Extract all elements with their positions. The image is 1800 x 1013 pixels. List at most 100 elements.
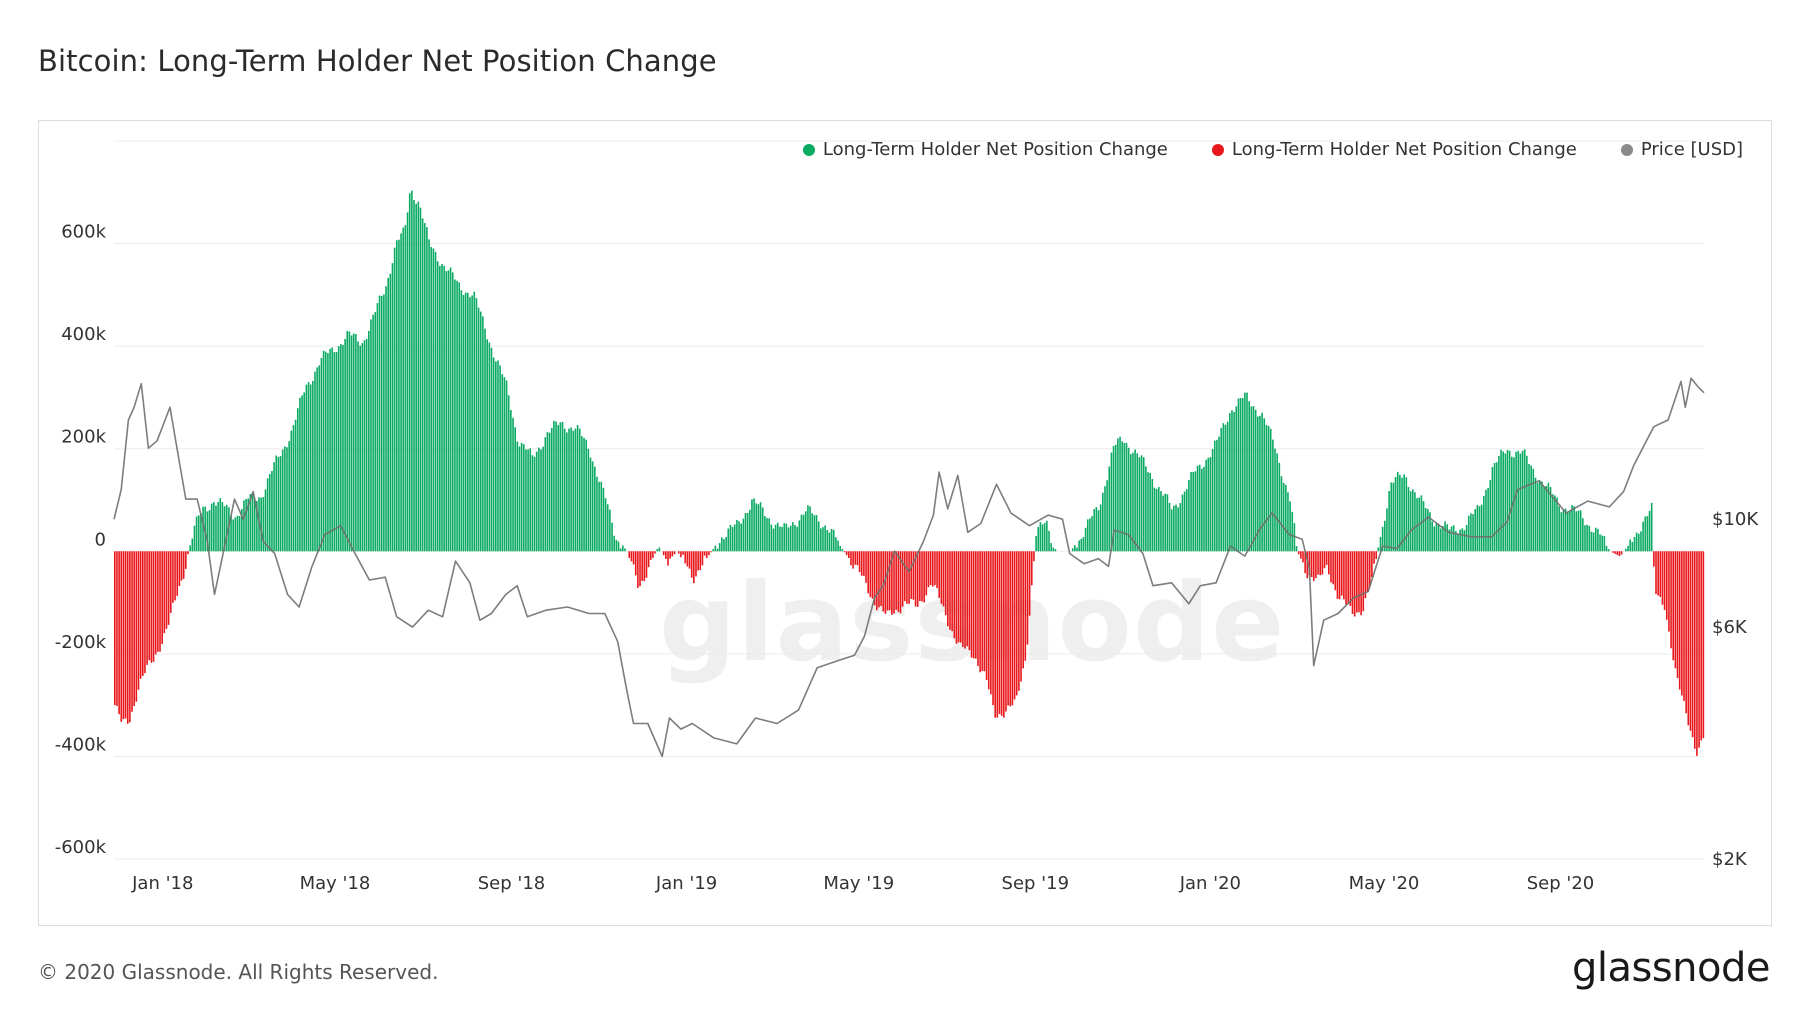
bar-positive [766, 518, 768, 552]
bar-positive [223, 506, 226, 552]
y-tick-label: 600k [61, 222, 106, 243]
bar-positive [460, 290, 463, 552]
bar-positive [398, 239, 400, 552]
bar-positive [1121, 441, 1123, 552]
bar-positive [208, 510, 211, 552]
bar-positive [768, 518, 770, 552]
chart-frame: glassnode 600k400k200k0-200k-400k-600k$1… [38, 120, 1772, 926]
bar-negative [1302, 551, 1304, 563]
bar-positive [1117, 438, 1119, 552]
bar-positive [1648, 510, 1651, 552]
bar-negative [684, 551, 687, 564]
bar-positive [210, 503, 213, 552]
y2-tick-label: $10K [1712, 509, 1759, 530]
legend-label: Long-Term Holder Net Position Change [822, 139, 1168, 160]
bar-negative [187, 551, 189, 555]
bar-positive [288, 441, 290, 552]
bar-negative [938, 551, 941, 598]
bar-positive [820, 528, 822, 552]
bar-positive [544, 437, 547, 552]
bar-positive [759, 502, 762, 552]
bar-negative [1336, 551, 1339, 599]
bar-positive [1198, 464, 1201, 552]
bar-positive [195, 516, 198, 552]
bar-negative [1338, 551, 1341, 600]
bar-positive [1179, 503, 1182, 552]
bar-negative [652, 551, 654, 558]
bar-positive [256, 500, 258, 552]
bar-negative [680, 551, 682, 558]
bar-negative [875, 551, 878, 611]
bar-positive [1194, 471, 1197, 552]
bar-positive [1575, 511, 1578, 552]
bar-positive [314, 371, 316, 552]
bar-positive [357, 341, 359, 552]
bar-positive [721, 537, 723, 552]
bar-positive [1261, 412, 1263, 552]
bar-positive [247, 498, 250, 552]
bar-negative [1002, 551, 1005, 718]
bar-negative [1000, 551, 1003, 716]
bar-positive [1465, 524, 1468, 552]
bar-positive [1394, 477, 1397, 552]
bar-negative [1297, 551, 1300, 555]
bar-positive [830, 528, 833, 552]
bar-negative [1330, 551, 1332, 583]
bar-positive [1530, 465, 1532, 552]
bar-negative [662, 551, 665, 556]
bar-positive [1084, 527, 1087, 552]
bar-positive [781, 526, 783, 552]
bar-positive [423, 223, 426, 552]
bar-negative [899, 551, 902, 614]
legend: Long-Term Holder Net Position Change Lon… [802, 139, 1743, 160]
bar-positive [1132, 452, 1134, 552]
bar-positive [1160, 491, 1162, 552]
bar-series [114, 190, 1705, 756]
bar-positive [548, 432, 551, 552]
bar-positive [559, 422, 562, 552]
bar-negative [1702, 551, 1705, 739]
bar-positive [503, 377, 506, 552]
bar-positive [1534, 477, 1537, 552]
bar-positive [445, 271, 448, 552]
legend-item-green[interactable]: Long-Term Holder Net Position Change [802, 139, 1168, 160]
bar-positive [553, 420, 555, 552]
bar-positive [204, 506, 207, 552]
bar-negative [133, 551, 135, 706]
bar-negative [921, 551, 923, 602]
bar-positive [804, 511, 807, 552]
legend-item-price[interactable]: Price [USD] [1620, 139, 1743, 160]
bar-positive [449, 267, 452, 552]
bar-positive [469, 297, 471, 552]
bar-positive [1519, 453, 1522, 552]
x-tick-label: Jan '20 [1179, 873, 1241, 894]
bar-positive [1099, 504, 1102, 552]
bar-positive [193, 525, 196, 552]
bar-positive [1235, 406, 1238, 552]
bar-negative [1687, 551, 1690, 726]
bar-negative [1332, 551, 1334, 585]
bar-positive [736, 520, 738, 552]
bar-negative [139, 551, 142, 679]
bar-negative [148, 551, 151, 661]
bar-negative [185, 551, 187, 569]
bar-negative [154, 551, 157, 655]
bar-positive [301, 395, 303, 552]
bar-positive [542, 446, 544, 552]
bar-positive [568, 428, 570, 552]
bar-positive [1265, 425, 1268, 552]
bar-negative [1033, 551, 1035, 562]
bar-positive [348, 331, 351, 552]
bar-negative [1661, 551, 1664, 605]
bar-positive [1631, 541, 1634, 552]
bar-negative [159, 551, 161, 652]
legend-item-red[interactable]: Long-Term Holder Net Position Change [1211, 139, 1577, 160]
bar-positive [1517, 450, 1520, 552]
bar-negative [137, 551, 140, 690]
bar-negative [1009, 551, 1012, 707]
bar-negative [908, 551, 910, 604]
bar-negative [962, 551, 964, 647]
bar-positive [723, 539, 725, 552]
bar-negative [1310, 551, 1313, 578]
bar-negative [1343, 551, 1345, 600]
